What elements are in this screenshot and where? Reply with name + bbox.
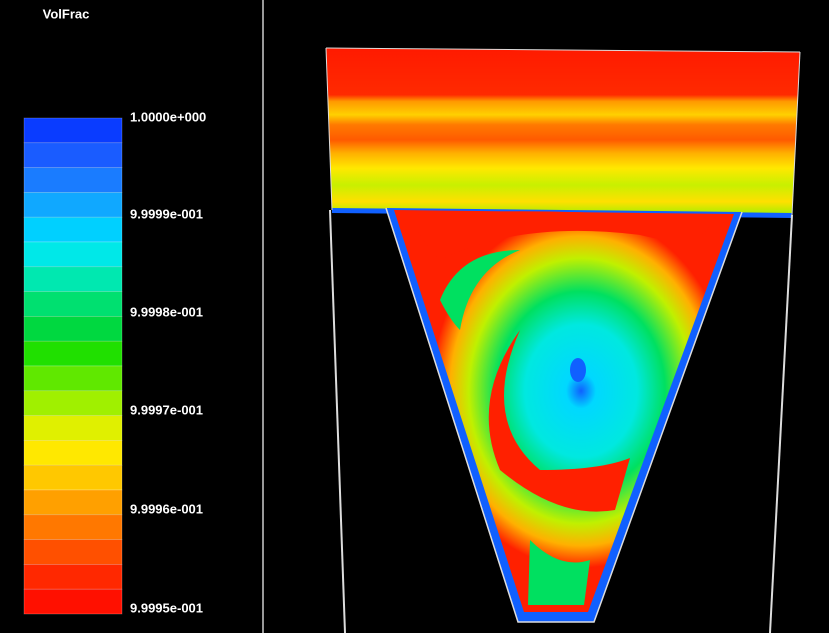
legend-label: 1.0000e+000 — [130, 109, 206, 124]
colorbar-band — [24, 267, 122, 292]
colorbar-band — [24, 192, 122, 217]
colorbar-band — [24, 440, 122, 465]
legend-label: 9.9997e-001 — [130, 402, 203, 417]
colorbar-band — [24, 540, 122, 565]
colorbar-band — [24, 242, 122, 267]
colorbar-band — [24, 168, 122, 193]
screen: VolFrac 1.0000e+000 9.9999e-001 9.9998e-… — [0, 0, 829, 633]
colorbar-band — [24, 217, 122, 242]
colorbar-band — [24, 366, 122, 391]
colorbar-band — [24, 118, 122, 143]
legend-label: 9.9999e-001 — [130, 206, 203, 221]
colorbar-band — [24, 490, 122, 515]
core — [570, 358, 586, 382]
legend-label: 9.9998e-001 — [130, 304, 203, 319]
legend-label: 9.9996e-001 — [130, 501, 203, 516]
colorbar-band — [24, 143, 122, 168]
colorbar-band — [24, 465, 122, 490]
colorbar-band — [24, 416, 122, 441]
colorbar-band — [24, 292, 122, 317]
colorbar-band — [24, 515, 122, 540]
legend-title: VolFrac — [43, 6, 90, 21]
colorbar-band — [24, 589, 122, 614]
top-layer — [326, 48, 800, 215]
colorbar-band — [24, 564, 122, 589]
colorbar — [24, 118, 122, 614]
legend-label: 9.9995e-001 — [130, 600, 203, 615]
colorbar-band — [24, 391, 122, 416]
colorbar-band — [24, 316, 122, 341]
colorbar-band — [24, 341, 122, 366]
